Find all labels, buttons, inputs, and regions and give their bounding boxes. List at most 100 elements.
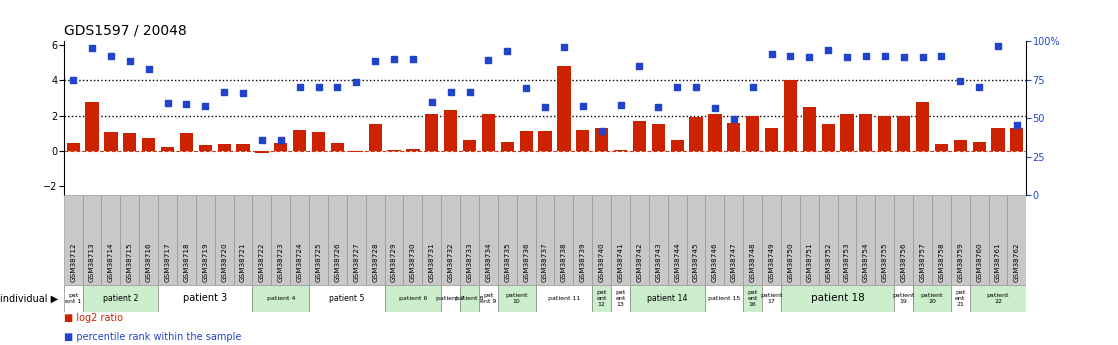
Bar <box>667 195 686 285</box>
Bar <box>576 130 589 151</box>
Bar <box>555 195 574 285</box>
Point <box>480 57 498 63</box>
Bar <box>196 195 215 285</box>
Text: patient 18: patient 18 <box>811 294 864 303</box>
Bar <box>463 140 476 151</box>
Bar <box>461 285 479 312</box>
Point <box>461 89 479 95</box>
Point <box>781 53 799 59</box>
Text: GSM38755: GSM38755 <box>882 242 888 282</box>
Text: GSM38733: GSM38733 <box>466 242 473 282</box>
Text: pat
ent
16: pat ent 16 <box>748 290 758 307</box>
Bar <box>818 195 837 285</box>
Text: patient
20: patient 20 <box>921 293 944 304</box>
Bar <box>369 124 381 151</box>
Text: patient 15: patient 15 <box>708 296 740 301</box>
Text: GSM38751: GSM38751 <box>806 242 813 282</box>
Text: ■ log2 ratio: ■ log2 ratio <box>64 313 123 323</box>
Point <box>838 55 856 60</box>
Bar <box>765 128 778 151</box>
Bar <box>992 128 1005 151</box>
Point <box>631 63 648 69</box>
Text: patient 4: patient 4 <box>266 296 295 301</box>
Bar <box>557 66 570 151</box>
Bar <box>218 144 230 151</box>
Text: pat
ent
12: pat ent 12 <box>597 290 607 307</box>
Bar <box>629 195 648 285</box>
Text: GSM38737: GSM38737 <box>542 242 548 282</box>
Text: GSM38726: GSM38726 <box>334 242 340 282</box>
Bar <box>83 285 158 312</box>
Bar <box>612 285 629 312</box>
Text: GSM38725: GSM38725 <box>315 242 322 282</box>
Text: GSM38747: GSM38747 <box>731 242 737 282</box>
Bar <box>988 195 1007 285</box>
Point <box>593 129 610 134</box>
Text: GSM38715: GSM38715 <box>126 242 133 282</box>
Point <box>537 104 555 109</box>
Bar <box>841 114 854 151</box>
Bar <box>954 140 967 151</box>
Point <box>574 103 591 109</box>
Text: GSM38739: GSM38739 <box>580 242 586 282</box>
Text: patient
22: patient 22 <box>987 293 1010 304</box>
Bar <box>860 114 872 151</box>
Text: pat
ent
21: pat ent 21 <box>955 290 966 307</box>
Bar <box>425 114 438 151</box>
Bar <box>781 285 894 312</box>
Point <box>762 51 780 57</box>
Bar <box>709 114 721 151</box>
Point <box>875 53 893 59</box>
Text: GSM38720: GSM38720 <box>221 242 227 282</box>
Text: GSM38713: GSM38713 <box>89 242 95 282</box>
Point <box>951 78 969 84</box>
Text: GSM38731: GSM38731 <box>429 242 435 282</box>
Text: GSM38754: GSM38754 <box>863 242 869 282</box>
Bar <box>347 195 366 285</box>
Point <box>423 99 440 105</box>
Text: GSM38727: GSM38727 <box>353 242 359 282</box>
Text: GSM38757: GSM38757 <box>919 242 926 282</box>
Text: patient 6: patient 6 <box>399 296 427 301</box>
Bar <box>746 116 759 151</box>
Text: GSM38724: GSM38724 <box>296 242 303 282</box>
Bar <box>894 195 913 285</box>
Point <box>989 43 1007 49</box>
Bar <box>932 195 950 285</box>
Text: GSM38756: GSM38756 <box>901 242 907 282</box>
Bar <box>67 143 79 151</box>
Bar <box>633 121 646 151</box>
Text: GSM38748: GSM38748 <box>750 242 756 282</box>
Text: patient 2: patient 2 <box>103 294 138 303</box>
Bar <box>236 144 249 151</box>
Text: GSM38744: GSM38744 <box>674 242 680 282</box>
Bar <box>973 142 986 151</box>
Text: GSM38758: GSM38758 <box>938 242 945 282</box>
Text: GSM38746: GSM38746 <box>712 242 718 282</box>
Bar <box>309 195 328 285</box>
Bar <box>520 131 533 151</box>
Text: GSM38735: GSM38735 <box>504 242 510 282</box>
Text: patient 11: patient 11 <box>548 296 580 301</box>
Bar <box>894 285 913 312</box>
Bar <box>366 195 385 285</box>
Text: GSM38712: GSM38712 <box>70 242 76 282</box>
Text: patient 5: patient 5 <box>329 294 364 303</box>
Point <box>102 53 120 58</box>
Bar <box>104 132 117 151</box>
Bar <box>614 150 627 151</box>
Text: GSM38729: GSM38729 <box>391 242 397 282</box>
Bar <box>781 195 799 285</box>
Text: GSM38762: GSM38762 <box>1014 242 1020 282</box>
Bar <box>705 195 724 285</box>
Text: GDS1597 / 20048: GDS1597 / 20048 <box>64 24 187 38</box>
Bar <box>123 133 136 151</box>
Text: GSM38714: GSM38714 <box>108 242 114 282</box>
Point <box>83 45 101 50</box>
Bar <box>253 195 272 285</box>
Point <box>385 56 402 62</box>
Text: GSM38742: GSM38742 <box>636 242 643 282</box>
Bar <box>293 130 306 151</box>
Point <box>140 66 158 71</box>
Text: GSM38736: GSM38736 <box>523 242 529 282</box>
